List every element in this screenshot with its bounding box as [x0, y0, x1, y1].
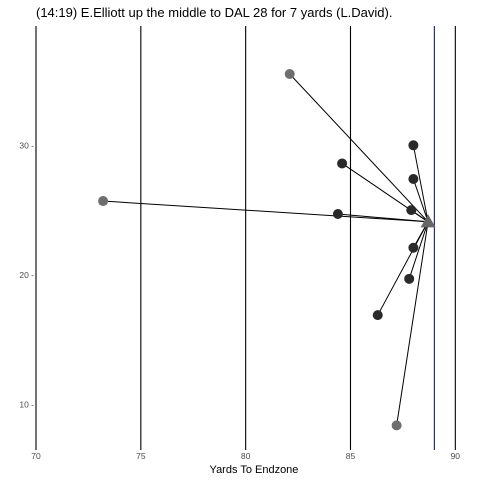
target-triangle: [420, 214, 436, 228]
y-tick-label-0: 10 -: [19, 400, 34, 410]
vector-line-1: [103, 200, 429, 223]
ball-carrier-target: [420, 214, 436, 228]
chart-title: (14:19) E.Elliott up the middle to DAL 2…: [36, 5, 392, 20]
vector-line-9: [408, 221, 429, 280]
player-point-10: [372, 310, 383, 321]
player-point-9: [404, 273, 415, 284]
x-axis-title: Yards To Endzone: [210, 464, 299, 476]
x-tick-label-1: 75: [136, 451, 146, 461]
vector-line-4: [412, 178, 429, 222]
player-points: [98, 68, 419, 431]
x-tick-label-3: 85: [346, 451, 356, 461]
player-point-5: [337, 158, 348, 169]
vector-line-2: [396, 221, 429, 426]
player-point-8: [408, 242, 419, 253]
player-point-6: [406, 205, 417, 216]
yard-lines: [35, 26, 456, 450]
x-tick-label-0: 70: [31, 451, 41, 461]
player-point-1: [98, 196, 109, 207]
y-axis-ticks: 10 - 20 - 30 -: [19, 140, 34, 409]
y-tick-label-2: 30 -: [19, 140, 34, 150]
player-point-3: [408, 140, 419, 151]
vector-line-3: [412, 145, 429, 222]
y-tick-label-1: 20 -: [19, 270, 34, 280]
player-point-7: [332, 209, 343, 220]
movement-vectors: [103, 73, 429, 426]
player-point-2: [391, 420, 402, 431]
vector-line-7: [337, 213, 429, 223]
vector-line-0: [289, 73, 429, 223]
x-axis-ticks: 70 75 80 85 90: [31, 451, 460, 461]
vector-line-10: [377, 221, 429, 316]
player-point-0: [284, 68, 295, 79]
player-point-4: [408, 174, 419, 185]
x-tick-label-4: 90: [451, 451, 461, 461]
x-tick-label-2: 80: [241, 451, 251, 461]
